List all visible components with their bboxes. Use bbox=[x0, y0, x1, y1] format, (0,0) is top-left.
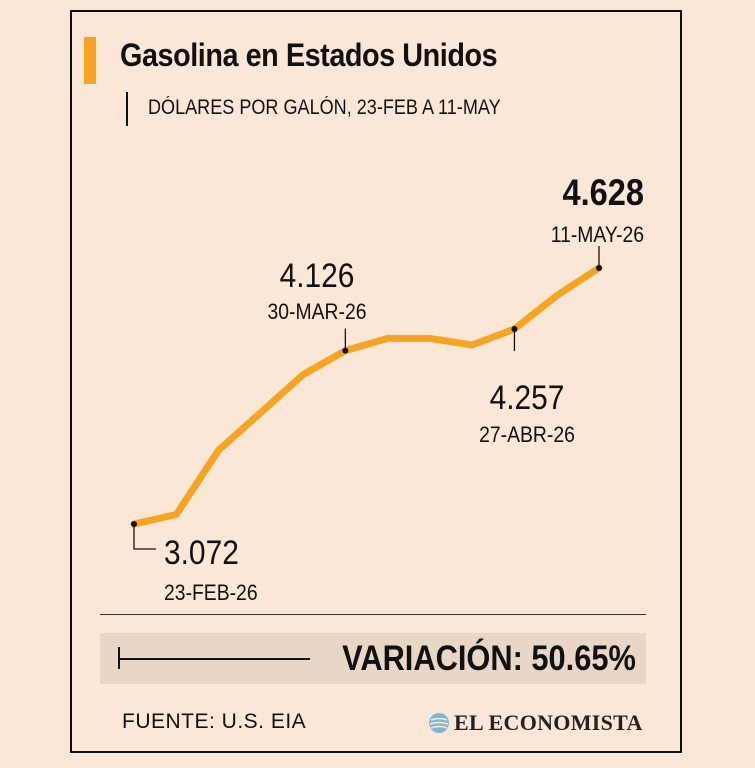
source-note: FUENTE: U.S. EIA bbox=[122, 710, 307, 733]
globe-icon bbox=[429, 713, 449, 733]
data-point-marker bbox=[342, 347, 349, 354]
variation-line bbox=[118, 658, 310, 660]
chart-subtitle: DÓLARES POR GALÓN, 23-FEB A 11-MAY bbox=[148, 96, 501, 119]
variation-text: VARIACIÓN: 50.65% bbox=[342, 639, 636, 678]
leader-line bbox=[133, 524, 156, 550]
data-label-date: 11-MAY-26 bbox=[551, 223, 644, 247]
series-line-gasolina bbox=[130, 264, 603, 528]
variation-band: VARIACIÓN: 50.65% bbox=[100, 633, 646, 684]
data-point-marker bbox=[131, 521, 137, 527]
data-label-value: 3.072 bbox=[164, 533, 239, 571]
footer-divider bbox=[100, 614, 646, 615]
title-accent-bar bbox=[84, 37, 96, 84]
data-label-value: 4.257 bbox=[490, 378, 565, 416]
brand-logo: EL ECONOMISTA bbox=[428, 710, 643, 736]
data-label-date: 27-ABR-26 bbox=[479, 423, 575, 447]
data-label-date: 23-FEB-26 bbox=[164, 581, 258, 605]
chart-card: Gasolina en Estados Unidos DÓLARES POR G… bbox=[70, 10, 682, 753]
line-chart: 3.072 23-FEB-26 4.126 30-MAR-26 4.257 27-ABR-… bbox=[130, 172, 644, 605]
data-label-value: 4.628 bbox=[563, 172, 644, 213]
subtitle-rule bbox=[126, 92, 128, 126]
data-point-marker bbox=[596, 265, 602, 271]
data-point-marker bbox=[511, 326, 518, 333]
data-label-date: 30-MAR-26 bbox=[268, 300, 367, 324]
data-label-value: 4.126 bbox=[280, 256, 355, 294]
brand-name: EL ECONOMISTA bbox=[454, 710, 643, 735]
chart-title: Gasolina en Estados Unidos bbox=[120, 37, 498, 73]
